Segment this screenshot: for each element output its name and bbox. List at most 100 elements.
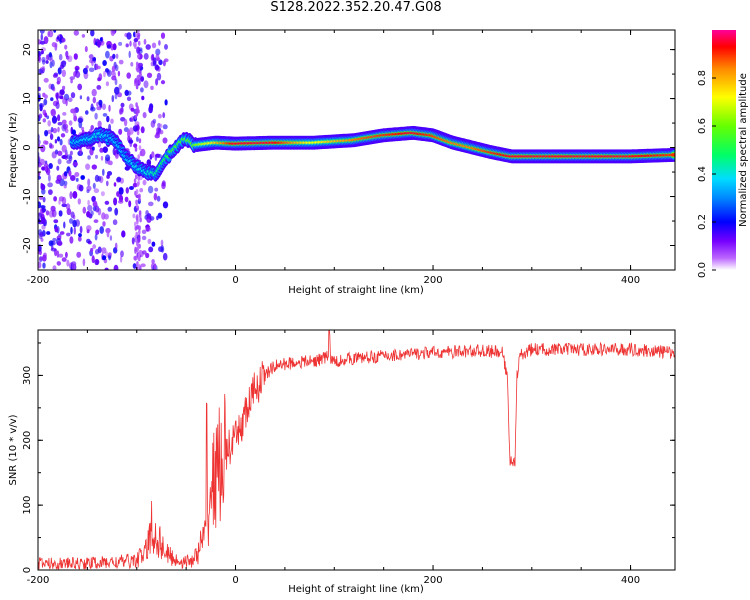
noise-speckle	[136, 108, 139, 114]
noise-speckle	[44, 112, 48, 118]
x-tick-label: 400	[621, 575, 640, 586]
noise-speckle	[75, 70, 81, 79]
noise-speckle	[150, 85, 154, 90]
noise-speckle	[113, 182, 117, 187]
noise-speckle	[146, 72, 153, 79]
noise-speckle	[86, 229, 90, 234]
noise-speckle	[46, 115, 50, 120]
noise-speckle	[139, 188, 144, 193]
noise-speckle	[77, 83, 83, 91]
noise-speckle	[143, 38, 147, 45]
noise-speckle	[73, 53, 78, 60]
noise-speckle	[153, 263, 157, 270]
noise-speckle	[62, 85, 66, 91]
y-tick-label: 20	[22, 43, 33, 56]
noise-speckle	[72, 162, 79, 167]
noise-speckle	[138, 229, 141, 235]
noise-speckle	[59, 89, 65, 96]
noise-speckle	[38, 113, 43, 119]
noise-speckle	[69, 236, 74, 244]
noise-speckle	[131, 237, 135, 245]
noise-speckle	[115, 53, 119, 59]
noise-speckle	[120, 102, 125, 108]
noise-speckle	[66, 208, 72, 216]
noise-speckle	[61, 203, 67, 208]
noise-speckle	[98, 99, 103, 106]
noise-speckle	[160, 32, 166, 39]
noise-speckle	[44, 140, 49, 145]
noise-speckle	[161, 180, 166, 187]
noise-speckle	[38, 212, 43, 219]
noise-speckle	[57, 126, 60, 133]
noise-speckle	[151, 42, 157, 49]
noise-speckle	[129, 186, 134, 190]
noise-speckle	[137, 154, 140, 160]
noise-speckle	[74, 172, 80, 177]
noise-speckle	[70, 226, 73, 235]
noise-speckle	[38, 175, 42, 180]
y-tick-label: -10	[22, 188, 33, 204]
noise-speckle	[147, 238, 152, 245]
noise-speckle	[138, 193, 141, 199]
noise-speckle	[38, 261, 42, 269]
noise-speckle	[70, 108, 76, 114]
noise-speckle	[138, 79, 141, 85]
noise-speckle	[86, 185, 92, 192]
noise-speckle	[38, 244, 42, 252]
colorbar	[712, 30, 736, 270]
noise-speckle	[71, 129, 76, 136]
noise-speckle	[115, 154, 119, 159]
noise-speckle	[45, 54, 50, 61]
noise-speckle	[100, 155, 104, 161]
noise-speckle	[114, 78, 118, 86]
noise-speckle	[92, 96, 97, 104]
noise-speckle	[153, 192, 158, 201]
noise-speckle	[43, 77, 49, 83]
noise-speckle	[43, 98, 48, 106]
noise-speckle	[131, 116, 134, 123]
noise-speckle	[128, 50, 131, 59]
spectral-ridge-cell	[670, 153, 675, 157]
noise-speckle	[93, 200, 98, 207]
noise-speckle	[134, 146, 138, 152]
noise-speckle	[57, 121, 63, 126]
spectrogram-x-axis-title: Height of straight line (km)	[288, 285, 424, 296]
noise-speckle	[136, 130, 140, 136]
noise-speckle	[38, 68, 43, 74]
noise-speckle	[141, 95, 145, 101]
noise-speckle	[160, 80, 166, 85]
noise-speckle	[61, 69, 66, 78]
noise-speckle	[71, 262, 76, 270]
noise-speckle	[58, 199, 61, 205]
noise-speckle	[97, 246, 102, 254]
noise-speckle	[162, 252, 168, 261]
noise-speckle	[99, 37, 103, 42]
noise-speckle	[126, 72, 131, 79]
noise-speckle	[106, 231, 110, 238]
noise-speckle	[145, 252, 150, 259]
noise-speckle	[86, 238, 91, 244]
noise-speckle	[39, 103, 43, 108]
noise-speckle	[116, 176, 122, 182]
noise-speckle	[91, 59, 94, 67]
noise-speckle	[110, 118, 114, 124]
noise-speckle	[38, 201, 42, 209]
noise-speckle	[108, 252, 112, 256]
noise-speckle	[100, 191, 105, 197]
noise-speckle	[72, 191, 78, 199]
noise-speckle	[69, 76, 75, 80]
noise-speckle	[111, 95, 115, 103]
noise-speckle	[107, 206, 113, 212]
noise-speckle	[124, 196, 129, 203]
noise-speckle	[55, 101, 60, 110]
noise-speckle	[58, 210, 63, 217]
noise-speckle	[61, 37, 66, 43]
noise-speckle	[105, 81, 109, 87]
noise-speckle	[49, 133, 54, 140]
noise-speckle	[72, 214, 76, 220]
noise-speckle	[138, 264, 141, 270]
snr-y-axis: 0 100 200 300	[22, 342, 675, 573]
noise-speckle	[113, 197, 118, 206]
noise-speckle	[69, 150, 73, 156]
